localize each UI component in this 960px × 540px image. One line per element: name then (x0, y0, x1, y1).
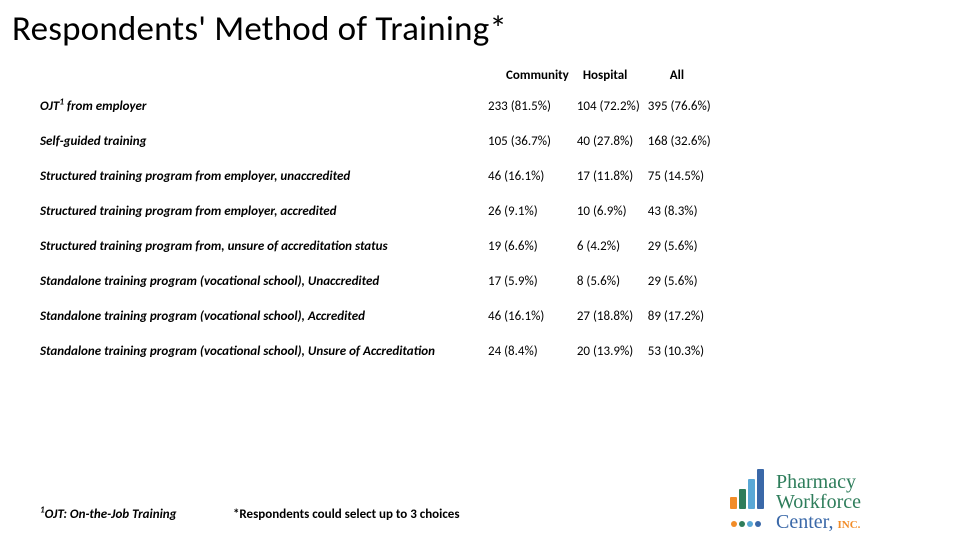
table-row: Self-guided training105 (36.7%)40 (27.8%… (40, 124, 719, 159)
table-row: Standalone training program (vocational … (40, 299, 719, 334)
cell-c3: 29 (5.6%) (648, 229, 719, 264)
row-label: Standalone training program (vocational … (40, 334, 488, 369)
cell-c3: 43 (8.3%) (648, 194, 719, 229)
col-header-community: Community (488, 64, 577, 89)
cell-c2: 20 (13.9%) (577, 334, 648, 369)
cell-c1: 26 (9.1%) (488, 194, 577, 229)
logo-line1: Pharmacy (776, 471, 856, 493)
cell-c2: 6 (4.2%) (577, 229, 648, 264)
cell-c3: 75 (14.5%) (648, 159, 719, 194)
cell-c3: 395 (76.6%) (648, 89, 719, 124)
slide-title: Respondents' Method of Training* (12, 8, 940, 50)
cell-c1: 105 (36.7%) (488, 124, 577, 159)
cell-c2: 10 (6.9%) (577, 194, 648, 229)
table-row: OJT1 from employer233 (81.5%)104 (72.2%)… (40, 89, 719, 124)
cell-c3: 53 (10.3%) (648, 334, 719, 369)
cell-c2: 40 (27.8%) (577, 124, 648, 159)
table-row: Standalone training program (vocational … (40, 334, 719, 369)
cell-c2: 17 (11.8%) (577, 159, 648, 194)
cell-c3: 89 (17.2%) (648, 299, 719, 334)
cell-c2: 104 (72.2%) (577, 89, 648, 124)
table-row: Structured training program from employe… (40, 194, 719, 229)
row-label: Self-guided training (40, 124, 488, 159)
row-label: Standalone training program (vocational … (40, 299, 488, 334)
cell-c1: 24 (8.4%) (488, 334, 577, 369)
row-label: Standalone training program (vocational … (40, 264, 488, 299)
footnote-ojt: 1OJT: On-the-Job Training (40, 507, 230, 522)
cell-c2: 27 (18.8%) (577, 299, 648, 334)
training-table: Community Hospital All OJT1 from employe… (40, 64, 719, 369)
col-header-hospital: Hospital (577, 64, 648, 89)
pharmacy-workforce-center-logo: Pharmacy Workforce Center, INC. (730, 469, 940, 532)
row-label: OJT1 from employer (40, 89, 488, 124)
table-row: Standalone training program (vocational … (40, 264, 719, 299)
row-label: Structured training program from employe… (40, 194, 488, 229)
table-row: Structured training program from employe… (40, 159, 719, 194)
cell-c3: 168 (32.6%) (648, 124, 719, 159)
row-label: Structured training program from employe… (40, 159, 488, 194)
logo-line3: Center, (776, 511, 834, 533)
logo-line2: Workforce (776, 491, 861, 513)
table-row: Structured training program from, unsure… (40, 229, 719, 264)
cell-c1: 17 (5.9%) (488, 264, 577, 299)
cell-c2: 8 (5.6%) (577, 264, 648, 299)
cell-c1: 233 (81.5%) (488, 89, 577, 124)
row-label: Structured training program from, unsure… (40, 229, 488, 264)
col-header-all: All (648, 64, 719, 89)
cell-c1: 46 (16.1%) (488, 159, 577, 194)
footnote-choices: *Respondents could select up to 3 choice… (233, 507, 460, 522)
cell-c1: 19 (6.6%) (488, 229, 577, 264)
logo-inc: INC. (838, 519, 861, 531)
cell-c3: 29 (5.6%) (648, 264, 719, 299)
cell-c1: 46 (16.1%) (488, 299, 577, 334)
